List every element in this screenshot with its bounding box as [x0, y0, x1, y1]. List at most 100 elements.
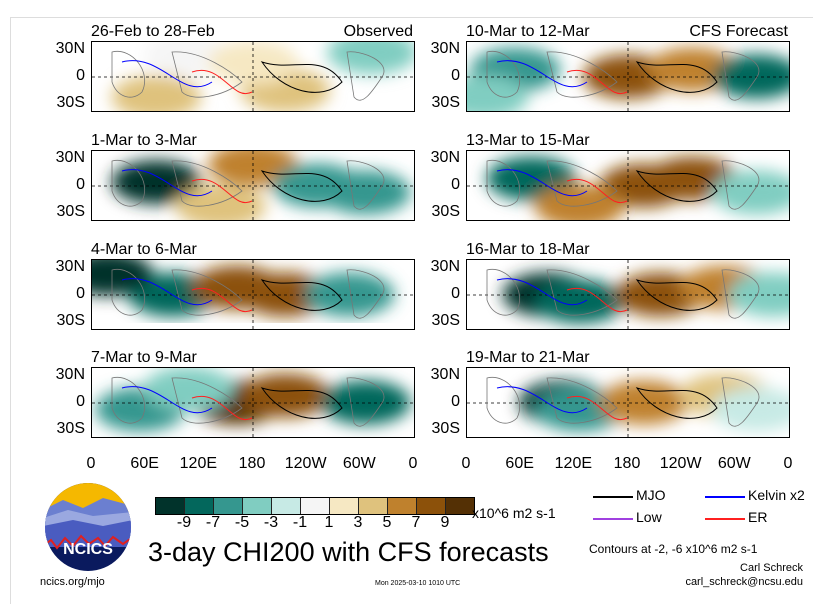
colorbar-swatch: [214, 498, 243, 514]
panel-title: 16-Mar to 18-Mar: [466, 241, 590, 258]
lon-label: 60E: [505, 455, 534, 472]
lat-label: 30S: [431, 312, 460, 329]
lat-label: 30S: [431, 420, 460, 437]
lon-label: 120W: [284, 455, 327, 472]
lon-label: 120W: [659, 455, 702, 472]
colorbar-swatch: [417, 498, 446, 514]
anomaly-blob: [599, 380, 690, 425]
lat-label: 0: [451, 67, 460, 84]
lat-label: 30N: [430, 258, 460, 275]
lon-label: 60W: [717, 455, 751, 472]
map-panel: [466, 367, 790, 438]
legend-kelvin: Kelvin x2: [748, 487, 805, 503]
lon-label: 120E: [554, 455, 593, 472]
panel-title: 7-Mar to 9-Mar: [91, 349, 197, 366]
colorbar-units: x10^6 m2 s-1: [472, 505, 556, 521]
lat-label: 0: [451, 393, 460, 410]
lat-label: 30S: [56, 203, 85, 220]
svg-text:NCICS: NCICS: [63, 541, 113, 558]
mjo-line: [593, 496, 633, 498]
anomaly-blob: [711, 54, 789, 99]
colorbar-tick-label: -1: [292, 514, 308, 531]
colorbar-tick-label: -5: [234, 514, 250, 531]
panel-title: 26-Feb to 28-Feb: [91, 23, 215, 40]
lat-label: 30N: [55, 366, 85, 383]
lat-label: 30S: [56, 94, 85, 111]
colorbar-tick-label: 3: [353, 514, 363, 531]
colorbar-tick-label: 1: [324, 514, 334, 531]
colorbar-tick-label: 7: [411, 514, 421, 531]
map-panel: [91, 259, 415, 330]
lat-label: 0: [451, 176, 460, 193]
timestamp: Mon 2025-03-10 1010 UTC: [375, 580, 461, 587]
lon-label: 0: [783, 455, 793, 472]
contours-note: Contours at -2, -6 x10^6 m2 s-1: [589, 542, 758, 556]
colorbar: [155, 497, 475, 515]
panel-title: 1-Mar to 3-Mar: [91, 132, 197, 149]
panel-title: 13-Mar to 15-Mar: [466, 132, 590, 149]
anomaly-blob: [320, 170, 411, 215]
colorbar-swatch: [301, 498, 330, 514]
panel-label: CFS Forecast: [689, 23, 788, 40]
email: carl_schreck@ncsu.edu: [685, 576, 803, 588]
lat-label: 0: [451, 285, 460, 302]
panel-title: 10-Mar to 12-Mar: [466, 23, 590, 40]
lon-label: 60E: [130, 455, 159, 472]
colorbar-swatch: [359, 498, 388, 514]
url: ncics.org/mjo: [40, 576, 105, 588]
anomaly-blob: [327, 42, 414, 75]
lon-label: 60W: [342, 455, 376, 472]
lat-label: 30S: [431, 203, 460, 220]
lat-label: 30N: [430, 40, 460, 57]
anomaly-blob: [111, 160, 202, 205]
anomaly-blob: [320, 380, 411, 425]
colorbar-tick-label: -7: [205, 514, 221, 531]
lon-label: 120E: [179, 455, 218, 472]
lat-label: 30S: [56, 312, 85, 329]
anomaly-blob: [534, 279, 625, 324]
anomaly-blob: [208, 42, 298, 85]
anomaly-blob: [240, 373, 331, 418]
colorbar-tick-label: 5: [382, 514, 392, 531]
lat-label: 30N: [55, 149, 85, 166]
map-panel: [91, 367, 415, 438]
panel-title: 19-Mar to 21-Mar: [466, 349, 590, 366]
colorbar-swatch: [156, 498, 185, 514]
frame: [10, 17, 813, 604]
lat-label: 30S: [431, 94, 460, 111]
colorbar-tick-label: -9: [176, 514, 192, 531]
low-line: [593, 518, 633, 520]
lat-label: 0: [76, 393, 85, 410]
anomaly-blob: [92, 260, 154, 296]
author: Carl Schreck: [740, 562, 803, 574]
lat-label: 0: [76, 67, 85, 84]
panel-label: Observed: [343, 23, 413, 40]
lon-label: 180: [238, 455, 266, 472]
anomaly-blob: [711, 170, 789, 215]
panel-title: 4-Mar to 6-Mar: [91, 241, 197, 258]
lat-label: 0: [76, 176, 85, 193]
anomaly-blob: [111, 75, 202, 111]
lon-label: 0: [408, 455, 418, 472]
map-panel: [466, 150, 790, 221]
lat-label: 30N: [430, 149, 460, 166]
legend-low: Low: [636, 509, 662, 525]
lat-label: 30N: [55, 40, 85, 57]
kelvin-line: [705, 496, 745, 498]
colorbar-tick-label: 9: [440, 514, 450, 531]
map-panel: [466, 259, 790, 330]
colorbar-swatch: [388, 498, 417, 514]
anomaly-blob: [304, 272, 395, 317]
ncics-logo: NCICS: [43, 482, 133, 572]
legend-er: ER: [748, 509, 768, 525]
lat-label: 30S: [56, 420, 85, 437]
legend-mjo: MJO: [636, 487, 666, 503]
lat-label: 0: [76, 285, 85, 302]
main-title: 3-day CHI200 with CFS forecasts: [148, 537, 549, 567]
colorbar-swatch: [243, 498, 272, 514]
anomaly-blob: [711, 387, 789, 432]
lat-label: 30N: [430, 366, 460, 383]
colorbar-swatch: [330, 498, 359, 514]
map-panel: [91, 150, 415, 221]
anomaly-blob: [467, 75, 529, 111]
